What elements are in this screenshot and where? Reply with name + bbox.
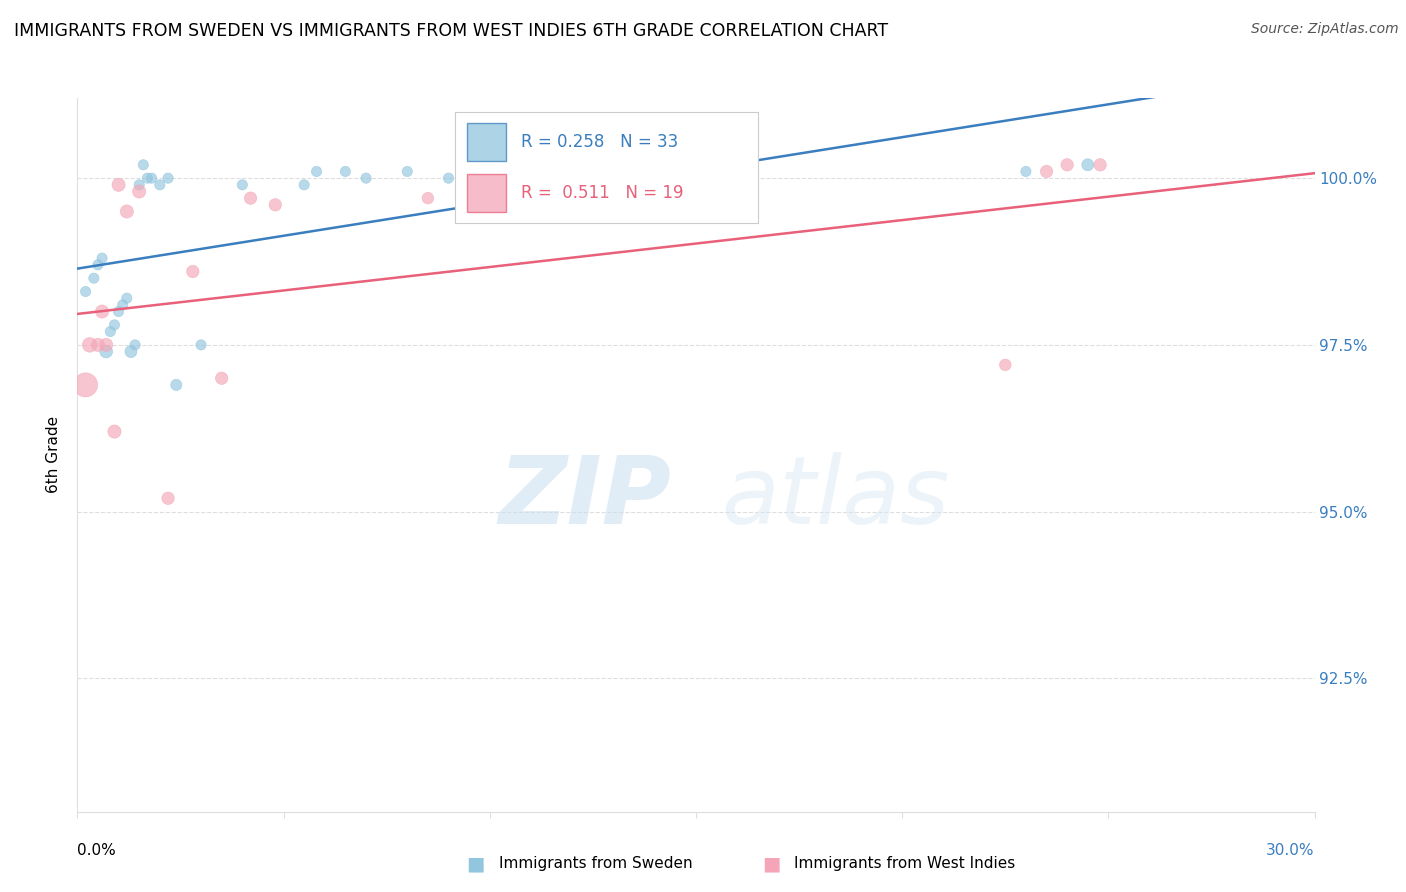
Point [103,425,125,439]
Point [292,178,315,192]
Point [231,178,253,192]
Point [1088,158,1111,172]
Point [91,304,114,318]
Text: 0.0%: 0.0% [77,843,117,858]
Point [211,371,233,385]
Point [120,344,142,359]
Point [1035,164,1057,178]
Y-axis label: 6th Grade: 6th Grade [46,417,62,493]
Point [458,164,481,178]
Point [437,171,460,186]
Point [190,338,212,352]
Point [520,171,543,186]
Point [239,191,262,205]
Text: atlas: atlas [721,452,949,543]
Point [128,185,150,199]
Text: Immigrants from Sweden: Immigrants from Sweden [499,856,693,871]
Point [124,338,146,352]
Point [111,298,134,312]
Point [416,191,439,205]
Text: IMMIGRANTS FROM SWEDEN VS IMMIGRANTS FROM WEST INDIES 6TH GRADE CORRELATION CHAR: IMMIGRANTS FROM SWEDEN VS IMMIGRANTS FRO… [14,22,889,40]
Text: Source: ZipAtlas.com: Source: ZipAtlas.com [1251,22,1399,37]
Point [1077,158,1099,172]
Text: ZIP: ZIP [498,451,671,544]
Point [107,178,129,192]
Point [107,304,129,318]
Text: Immigrants from West Indies: Immigrants from West Indies [794,856,1015,871]
Text: 30.0%: 30.0% [1267,843,1315,858]
Point [87,258,110,272]
Point [1056,158,1078,172]
Point [79,338,101,352]
Point [644,171,666,186]
Point [91,251,114,265]
Point [75,285,97,299]
Point [136,171,159,186]
Point [396,164,419,178]
Point [96,338,118,352]
Point [354,171,377,186]
Point [75,377,97,392]
Point [157,491,180,506]
Point [994,358,1017,372]
Point [181,264,204,278]
Text: ■: ■ [762,854,780,873]
Point [264,198,287,212]
Text: ■: ■ [467,854,485,873]
Point [305,164,328,178]
Point [1015,164,1038,178]
Point [335,164,357,178]
Point [115,204,138,219]
Point [165,377,187,392]
Point [87,338,110,352]
Point [478,164,501,178]
Point [103,318,125,332]
Point [115,291,138,305]
Point [98,325,121,339]
Point [132,158,155,172]
Point [149,178,172,192]
Point [157,171,180,186]
Point [96,344,118,359]
Point [141,171,163,186]
Point [128,178,150,192]
Point [83,271,105,285]
